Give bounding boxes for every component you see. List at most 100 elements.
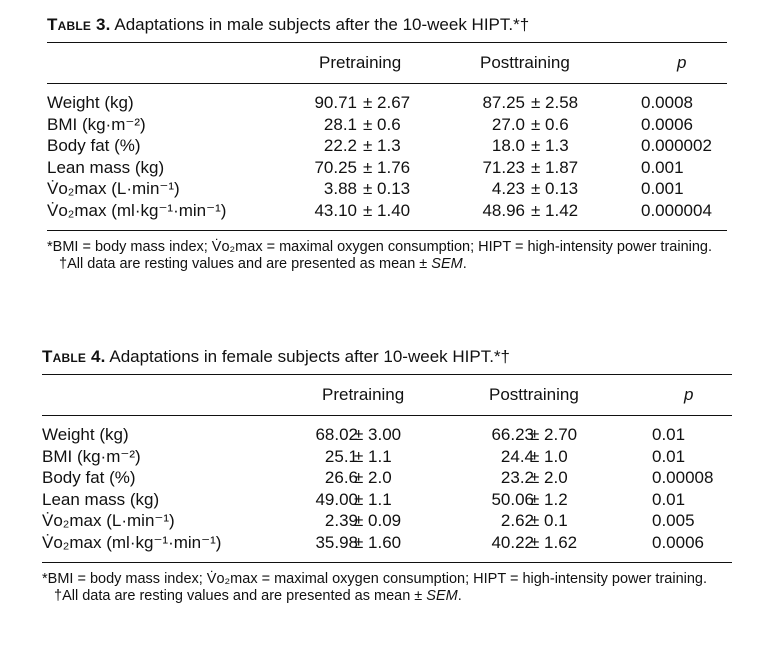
posttraining-sem: ± 0.6 [531, 114, 569, 134]
p-value: 0.005 [652, 511, 695, 530]
pretraining-mean: 43.10 [314, 200, 357, 220]
p-value: 0.01 [652, 489, 686, 509]
posttraining-mean: 27.0 [491, 114, 525, 134]
p-value: 0.000002 [641, 136, 712, 155]
pretraining-mean: 26.6 [324, 468, 358, 487]
row-label: Body fat (%) [47, 136, 141, 155]
pretraining-sem: ± 0.13 [363, 179, 411, 198]
posttraining-mean: 71.23 [482, 157, 525, 177]
pretraining-mean: 35.98 [315, 532, 358, 552]
row-label: Body fat (%) [42, 468, 136, 487]
posttraining-sem: ± 1.2 [530, 489, 568, 509]
pretraining-sem: ± 1.3 [363, 136, 401, 155]
column-headers: Pretraining Posttraining p [42, 375, 732, 415]
table-label: Table 3. [47, 15, 111, 34]
posttraining-mean: 40.22 [491, 532, 534, 552]
footnote-data-note: †All data are resting values and are pre… [54, 588, 462, 604]
table-row: Body fat (%) 26.6 ± 2.0 23.2 ± 2.0 0.00008 [42, 467, 732, 489]
row-label: Weight (kg) [42, 425, 129, 444]
table-row: V̇o₂max (ml·kg⁻¹·min⁻¹) 43.10 ± 1.40 48.96 ±… [47, 200, 727, 222]
posttraining-sem: ± 1.3 [531, 136, 569, 155]
table-body: Weight (kg) 68.02 ± 3.00 66.23 ± 2.70 0.01 BMI… [42, 416, 732, 556]
table-3: Table 3. Adaptations in male subjects af… [47, 14, 727, 273]
p-value: 0.0006 [652, 532, 704, 552]
footnote-abbreviations: *BMI = body mass index; V̇o₂max = maxima… [42, 571, 708, 587]
pretraining-mean: 2.39 [324, 511, 358, 530]
table-caption: Table 3. Adaptations in male subjects af… [47, 14, 727, 36]
p-value: 0.01 [652, 446, 686, 466]
table-row: Body fat (%) 22.2 ± 1.3 18.0 ± 1.3 0.000002 [47, 135, 727, 157]
column-headers: Pretraining Posttraining p [47, 43, 727, 83]
header-posttraining: Posttraining [480, 53, 570, 72]
pretraining-sem: ± 0.6 [363, 114, 401, 134]
pretraining-sem: ± 2.0 [354, 468, 392, 487]
pretraining-mean: 49.00 [315, 489, 358, 509]
pretraining-sem: ± 3.00 [354, 425, 402, 444]
p-value: 0.0008 [641, 93, 693, 112]
pretraining-mean: 25.1 [324, 446, 358, 466]
table-title: Adaptations in female subjects after 10-… [109, 347, 511, 366]
row-label: Lean mass (kg) [47, 157, 165, 177]
p-value: 0.001 [641, 179, 684, 198]
bottom-rule [42, 562, 732, 563]
posttraining-mean: 24.4 [500, 446, 534, 466]
table-row: Lean mass (kg) 70.25 ± 1.76 71.23 ± 1.87 0.00… [47, 157, 727, 179]
row-label: BMI (kg·m⁻²) [42, 446, 141, 466]
posttraining-sem: ± 2.0 [530, 468, 568, 487]
posttraining-sem: ± 1.87 [531, 157, 579, 177]
pretraining-sem: ± 1.40 [363, 200, 411, 220]
top-rule [42, 374, 732, 375]
table-label: Table 4. [42, 347, 106, 366]
posttraining-sem: ± 2.70 [530, 425, 578, 444]
row-label: V̇o₂max (L·min⁻¹) [47, 179, 180, 198]
pretraining-mean: 90.71 [314, 93, 357, 112]
posttraining-mean: 23.2 [500, 468, 534, 487]
posttraining-mean: 50.06 [491, 489, 534, 509]
table-title: Adaptations in male subjects after the 1… [114, 15, 530, 34]
row-label: V̇o₂max (ml·kg⁻¹·min⁻¹) [47, 200, 227, 220]
row-label: Weight (kg) [47, 93, 134, 112]
row-label: Lean mass (kg) [42, 489, 160, 509]
posttraining-mean: 4.23 [491, 179, 525, 198]
pretraining-sem: ± 1.1 [354, 446, 392, 466]
top-rule [47, 42, 727, 43]
posttraining-mean: 18.0 [491, 136, 525, 155]
posttraining-sem: ± 0.13 [531, 179, 579, 198]
pretraining-sem: ± 1.76 [363, 157, 411, 177]
row-label: V̇o₂max (ml·kg⁻¹·min⁻¹) [42, 532, 222, 552]
p-value: 0.01 [652, 425, 686, 444]
table-footnotes: *BMI = body mass index; V̇o₂max = maxima… [42, 571, 732, 605]
row-label: BMI (kg·m⁻²) [47, 114, 146, 134]
pretraining-mean: 70.25 [314, 157, 357, 177]
table-caption: Table 4. Adaptations in female subjects … [42, 346, 732, 368]
bottom-rule [47, 230, 727, 231]
header-pretraining: Pretraining [322, 385, 405, 404]
table-4: Table 4. Adaptations in female subjects … [42, 346, 732, 605]
table-row: Weight (kg) 90.71 ± 2.67 87.25 ± 2.58 0.0008 [47, 92, 727, 114]
posttraining-sem: ± 1.42 [531, 200, 579, 220]
table-row: BMI (kg·m⁻²) 28.1 ± 0.6 27.0 ± 0.6 0.0006 [47, 114, 727, 136]
posttraining-mean: 2.62 [500, 511, 534, 530]
p-value: 0.001 [641, 157, 684, 177]
table-body: Weight (kg) 90.71 ± 2.67 87.25 ± 2.58 0.0008 B… [47, 84, 727, 224]
pretraining-sem: ± 1.60 [354, 532, 402, 552]
row-label: V̇o₂max (L·min⁻¹) [42, 511, 175, 530]
posttraining-sem: ± 2.58 [531, 93, 579, 112]
header-p: p [677, 53, 687, 72]
pretraining-sem: ± 1.1 [354, 489, 392, 509]
pretraining-sem: ± 0.09 [354, 511, 402, 530]
table-row: Weight (kg) 68.02 ± 3.00 66.23 ± 2.70 0.01 [42, 424, 732, 446]
p-value: 0.000004 [641, 200, 712, 220]
pretraining-mean: 22.2 [323, 136, 357, 155]
table-row: V̇o₂max (L·min⁻¹) 2.39 ± 0.09 2.62 ± 0.1 0.00… [42, 510, 732, 532]
header-p: p [684, 385, 694, 404]
pretraining-mean: 3.88 [323, 179, 357, 198]
header-pretraining: Pretraining [319, 53, 402, 72]
posttraining-mean: 87.25 [482, 93, 525, 112]
table-footnotes: *BMI = body mass index; V̇o₂max = maxima… [47, 239, 727, 273]
footnote-data-note: †All data are resting values and are pre… [59, 256, 467, 272]
footnote-abbreviations: *BMI = body mass index; V̇o₂max = maxima… [47, 239, 713, 255]
pretraining-mean: 28.1 [323, 114, 357, 134]
pretraining-sem: ± 2.67 [363, 93, 411, 112]
p-value: 0.0006 [641, 114, 693, 134]
